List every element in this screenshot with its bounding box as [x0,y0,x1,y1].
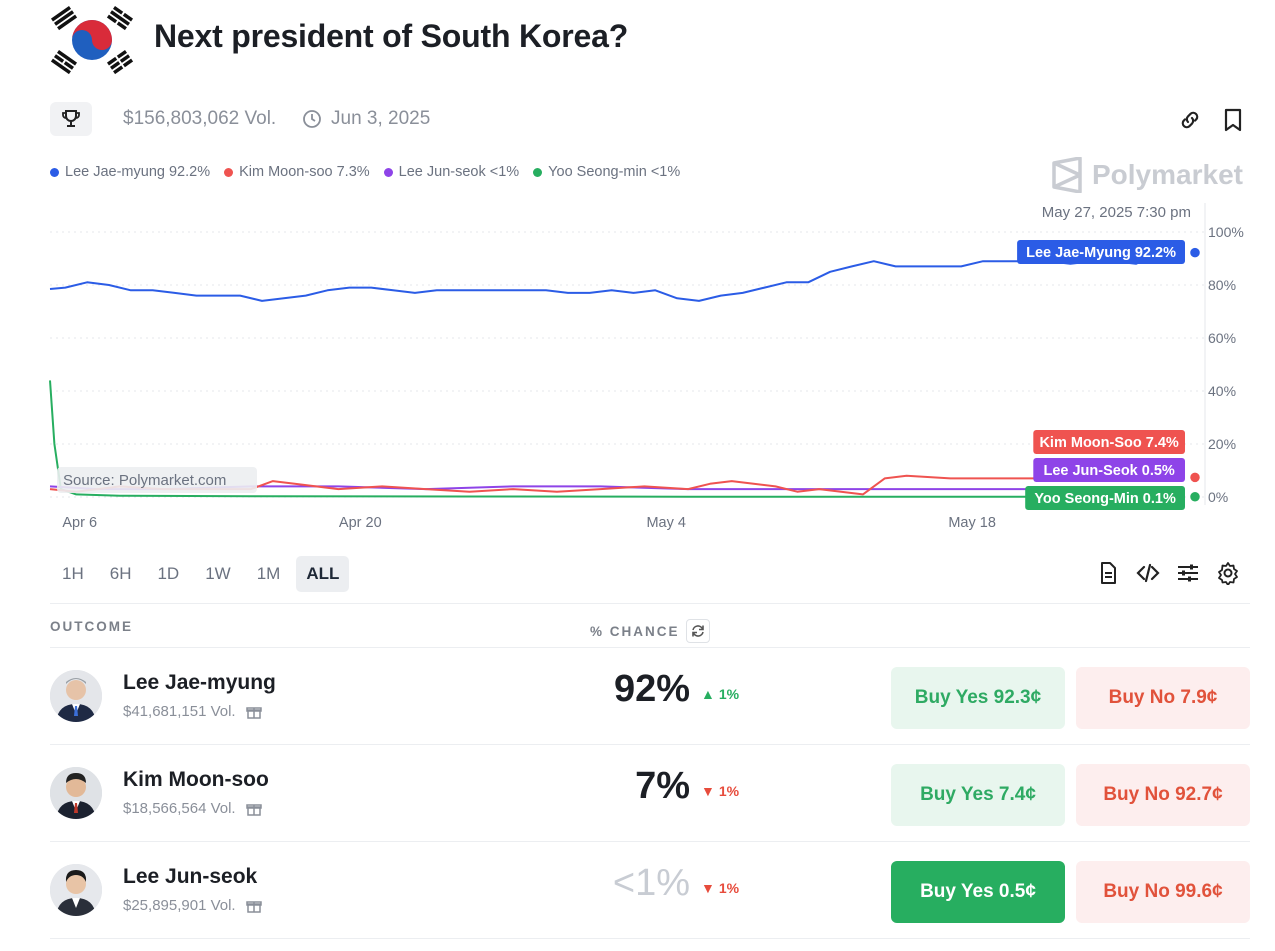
embed-code-icon[interactable] [1136,561,1160,585]
buy-no-button[interactable]: Buy No 99.6¢ [1076,861,1250,923]
range-1w[interactable]: 1W [205,564,231,583]
y-tick-label: 60% [1208,330,1236,346]
trophy-icon [62,110,80,127]
avatar [50,767,102,819]
legend-dot [383,167,393,177]
legend-item: Kim Moon-soo 7.3% [224,164,370,180]
total-volume: $156,803,062 Vol. [123,108,277,129]
refresh-button[interactable] [685,619,710,643]
buy-yes-button[interactable]: Buy Yes 92.3¢ [891,667,1065,729]
divider [50,938,1250,939]
polymarket-logo-icon [1052,157,1082,193]
legend-dot [50,167,59,177]
x-tick-label: Apr 6 [62,515,97,531]
chance-delta: ▲ 1% [701,686,740,702]
end-date: Jun 3, 2025 [331,108,431,129]
gift-icon[interactable] [245,801,262,817]
divider [50,603,1250,604]
series-tag-label: Lee Jae-Myung 92.2% [1026,245,1176,261]
range-6h[interactable]: 6H [109,564,132,583]
y-tick-label: 0% [1208,489,1228,505]
series-tag-label: Yoo Seong-Min 0.1% [1034,491,1176,507]
document-icon[interactable] [1096,561,1120,585]
series-line [49,474,1169,496]
page-title: Next president of South Korea? [154,18,629,54]
candidate-volume: $25,895,901 Vol. [123,897,262,914]
bookmark-icon[interactable] [1222,108,1244,132]
range-1h[interactable]: 1H [62,564,84,583]
candidate-name[interactable]: Lee Jun-seok [123,865,258,888]
series-tag [1025,486,1185,510]
south-korea-flag-icon [50,5,134,75]
chance-value: 92% [613,668,690,710]
outcome-row: Kim Moon-soo $18,566,564 Vol. 7% ▼ 1% Buy… [50,745,1250,841]
series-end-marker [1188,246,1202,259]
range-1d[interactable]: 1D [157,564,180,583]
column-header-chance: % CHANCE [590,619,710,643]
legend-dot [224,167,234,177]
source-label: Source: Polymarket.com [63,472,226,489]
buy-yes-button[interactable]: Buy Yes 7.4¢ [891,764,1065,826]
trophy-button[interactable] [50,102,92,136]
chance-delta: ▼ 1% [701,783,740,799]
candidate-name[interactable]: Lee Jae-myung [123,671,276,694]
legend-dot [533,167,543,177]
price-history-chart[interactable]: May 27, 2025 7:30 pm 100% 80% 60% 40% 20% 0% Ap… [0,195,1275,540]
range-all[interactable]: ALL [296,556,350,592]
series-tag [1033,458,1185,482]
legend-item: Yoo Seong-min <1% [533,164,680,180]
divider [50,647,1250,648]
y-tick-label: 20% [1208,436,1236,452]
buy-no-button[interactable]: Buy No 92.7¢ [1076,764,1250,826]
series-end-marker [1188,471,1202,484]
x-tick-label: May 4 [646,515,686,531]
series-end-marker [1188,490,1202,503]
x-tick-label: Apr 20 [339,515,382,531]
series-line [49,380,1169,498]
series-tag-label: Lee Jun-Seok 0.5% [1043,463,1174,479]
candidate-name[interactable]: Kim Moon-soo [123,768,269,791]
time-range-tabs: 1H 6H 1D 1W 1M ALL [52,556,350,592]
outcome-row: Lee Jun-seok $25,895,901 Vol. <1% ▼ 1% Bu… [50,842,1250,938]
chance-value: <1% [612,862,690,904]
divider [50,841,1250,842]
series-tag [1017,240,1185,264]
legend-item: Lee Jae-myung 92.2% [50,164,210,180]
y-tick-label: 40% [1208,383,1236,399]
refresh-icon [691,625,704,637]
triangle-up-icon: ▲ [701,686,715,702]
sliders-icon[interactable] [1176,561,1200,585]
chart-tools [1096,561,1240,585]
buy-no-button[interactable]: Buy No 7.9¢ [1076,667,1250,729]
triangle-down-icon: ▼ [701,783,715,799]
gift-icon[interactable] [245,704,262,720]
range-1m[interactable]: 1M [256,564,281,583]
x-tick-label: May 18 [948,515,996,531]
settings-gear-icon[interactable] [1216,561,1240,585]
polymarket-watermark: Polymarket [1050,157,1243,193]
candidate-volume: $41,681,151 Vol. [123,703,262,720]
column-header-outcome: OUTCOME [50,619,133,634]
source-box [57,467,257,493]
series-tag [1033,430,1185,454]
link-icon[interactable] [1178,108,1202,132]
series-tag-label: Kim Moon-Soo 7.4% [1039,435,1178,451]
avatar [50,864,102,916]
clock-icon [303,110,321,128]
gift-icon[interactable] [245,898,262,914]
avatar [50,670,102,722]
divider [50,744,1250,745]
hover-timestamp: May 27, 2025 7:30 pm [1042,204,1191,221]
legend-item: Lee Jun-seok <1% [383,164,519,180]
y-tick-label: 80% [1208,277,1236,293]
outcome-row: Lee Jae-myung $41,681,151 Vol. 92% ▲ 1% B… [50,648,1250,744]
chance-value: 7% [635,765,690,807]
chance-delta: ▼ 1% [701,880,740,896]
triangle-down-icon: ▼ [701,880,715,896]
series-line [49,251,1169,302]
y-tick-label: 100% [1208,224,1244,240]
buy-yes-button[interactable]: Buy Yes 0.5¢ [891,861,1065,923]
chart-legend: Lee Jae-myung 92.2% Kim Moon-soo 7.3% Le… [50,164,680,180]
candidate-volume: $18,566,564 Vol. [123,800,262,817]
